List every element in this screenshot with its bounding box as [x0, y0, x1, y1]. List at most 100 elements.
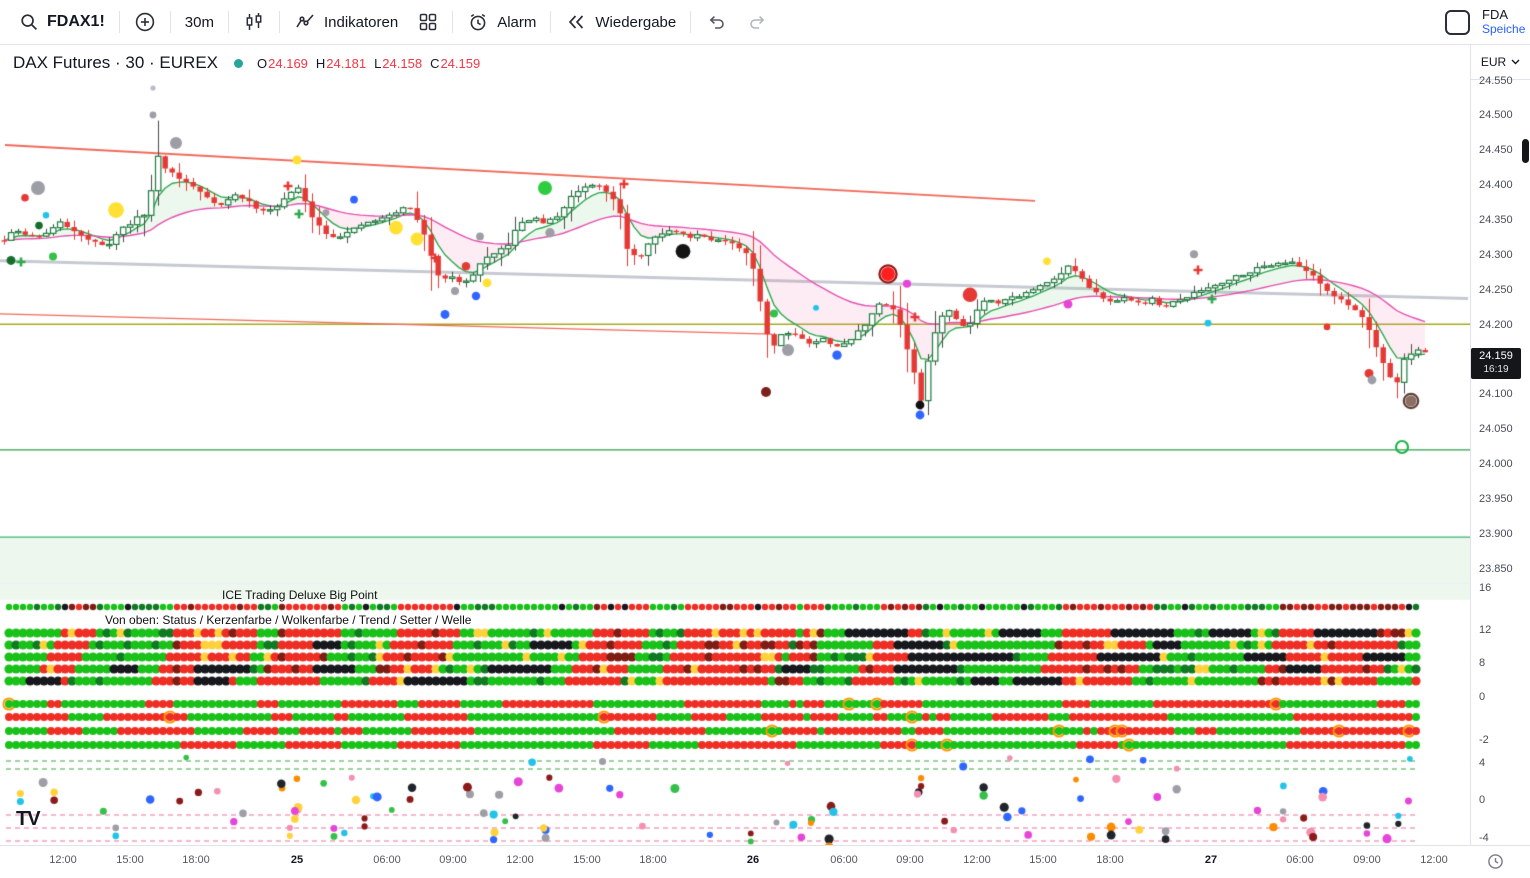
alarm-button[interactable]: Alarm	[458, 5, 545, 39]
price-axis-label: 24.350	[1479, 214, 1513, 226]
indicators-button[interactable]: Indikatoren	[285, 5, 407, 39]
redo-button[interactable]	[738, 5, 778, 39]
price-axis-label: 24.100	[1479, 388, 1513, 400]
interval-label: 30m	[184, 13, 214, 31]
indicator-axis-label: 16	[1479, 582, 1492, 594]
indicator-axis-label: 8	[1479, 657, 1486, 669]
price-scale[interactable]: EUR 24.550 24.500 24.450 24.400 24.350 24.300…	[1470, 45, 1530, 845]
rewind-icon	[565, 11, 587, 33]
time-axis-label: 06:00	[373, 854, 401, 866]
open-label: O	[257, 55, 268, 71]
timezone-clock-icon	[1486, 852, 1505, 871]
time-axis-label: 09:00	[1353, 854, 1381, 866]
toolbar-right-group: FDA Speiche	[1445, 7, 1525, 37]
chart-area: DAX Futures · 30 · EUREX O 24.169 H 24.181…	[0, 45, 1470, 845]
time-axis-label: 15:00	[116, 854, 144, 866]
price-axis-label: 24.500	[1479, 109, 1513, 121]
price-axis-label: 24.400	[1479, 179, 1513, 191]
toolbar-separator	[278, 11, 280, 33]
chart-style-button[interactable]	[234, 5, 274, 39]
price-axis-label: 23.900	[1479, 528, 1513, 540]
chart-legend: DAX Futures · 30 · EUREX O 24.169 H 24.181…	[13, 53, 480, 73]
indicator-panel-subtitle: Von oben: Status / Kerzenfarbe / Wolkenf…	[105, 613, 472, 627]
compare-add-button[interactable]	[125, 5, 165, 39]
high-label: H	[315, 55, 326, 71]
time-axis-label: 27	[1204, 854, 1218, 866]
time-axis-label: 25	[290, 854, 304, 866]
indicator-axis-label: -2	[1479, 734, 1489, 746]
time-axis-label: 06:00	[830, 854, 858, 866]
scale-scrollbar[interactable]	[1522, 139, 1529, 163]
save-button[interactable]: Speiche	[1482, 22, 1526, 36]
indicator-axis-label: 0	[1479, 794, 1486, 806]
time-axis-label: 09:00	[439, 854, 467, 866]
time-axis-label: 09:00	[896, 854, 924, 866]
tradingview-logo[interactable]: TV	[16, 808, 41, 830]
low-value: 24.158	[382, 55, 423, 71]
price-axis-label: 24.250	[1479, 284, 1513, 296]
price-axis-label: 23.950	[1479, 493, 1513, 505]
close-value: 24.159	[440, 55, 481, 71]
high-value: 24.181	[326, 55, 367, 71]
toolbar-separator	[452, 11, 454, 33]
low-label: L	[374, 55, 382, 71]
chevron-down-icon	[1511, 59, 1520, 65]
toolbar-separator	[550, 11, 552, 33]
indicators-label: Indikatoren	[323, 13, 399, 31]
price-axis-label: 24.000	[1479, 458, 1513, 470]
candlestick-icon	[243, 11, 265, 33]
layout-box-icon[interactable]	[1445, 9, 1470, 35]
indicators-icon	[294, 11, 316, 33]
symbol-label: FDAX1!	[47, 13, 105, 30]
time-axis-label: 12:00	[506, 854, 534, 866]
close-label: C	[430, 55, 440, 71]
indicator-axis-label: 12	[1479, 624, 1492, 636]
time-axis[interactable]: 12:00 15:00 18:00 25 06:00 09:00 12:00 15:00 18:…	[0, 845, 1530, 878]
time-axis-label: 26	[746, 854, 760, 866]
symbol-search-button[interactable]: FDAX1!	[10, 5, 114, 39]
redo-icon	[747, 11, 769, 33]
series-title: DAX Futures · 30 · EUREX	[13, 53, 219, 72]
main-chart-canvas[interactable]	[0, 45, 1470, 845]
time-axis-label: 12:00	[49, 854, 77, 866]
indicator-templates-button[interactable]	[409, 5, 447, 39]
last-price-time: 16:19	[1483, 364, 1509, 375]
interval-button[interactable]: 30m	[176, 5, 223, 39]
price-axis-label: 24.450	[1479, 144, 1513, 156]
time-axis-label: 18:00	[639, 854, 667, 866]
last-price: 24.159	[1479, 350, 1513, 362]
toolbar-separator	[169, 11, 171, 33]
time-axis-label: 18:00	[1096, 854, 1124, 866]
time-axis-label: 15:00	[573, 854, 601, 866]
indicator-axis-label: 4	[1479, 757, 1486, 769]
alarm-clock-icon	[467, 11, 489, 33]
currency-button[interactable]: EUR	[1471, 45, 1530, 80]
replay-label: Wiedergabe	[595, 13, 677, 31]
time-axis-label: 06:00	[1286, 854, 1314, 866]
watchlist-symbol-label: FDA	[1482, 7, 1508, 22]
time-axis-label: 18:00	[182, 854, 210, 866]
alarm-label: Alarm	[497, 13, 537, 31]
ohlc-values: O 24.169 H 24.181 L 24.158 C 24.159	[257, 56, 480, 71]
price-axis-label: 24.050	[1479, 423, 1513, 435]
open-value: 24.169	[268, 55, 308, 71]
indicator-axis-label: 0	[1479, 691, 1486, 703]
price-axis-label: 24.200	[1479, 319, 1513, 331]
timezone-button[interactable]	[1486, 852, 1505, 871]
time-axis-label: 12:00	[963, 854, 991, 866]
indicator-panel-title: ICE Trading Deluxe Big Point	[222, 588, 378, 602]
top-toolbar: FDAX1! 30m Indikatoren	[0, 0, 1530, 45]
replay-button[interactable]: Wiedergabe	[556, 5, 685, 39]
last-price-badge: 24.159 16:19	[1471, 348, 1521, 379]
toolbar-separator	[690, 11, 692, 33]
search-icon	[19, 12, 39, 32]
indicator-axis-label: -4	[1479, 832, 1489, 844]
data-status-dot[interactable]	[234, 58, 244, 68]
plus-circle-icon	[134, 11, 156, 33]
time-axis-label: 15:00	[1029, 854, 1057, 866]
currency-label: EUR	[1480, 55, 1507, 69]
right-panel-stub: FDA Speiche	[1482, 7, 1525, 37]
toolbar-separator	[118, 11, 120, 33]
price-axis-label: 24.300	[1479, 249, 1513, 261]
undo-button[interactable]	[696, 5, 736, 39]
